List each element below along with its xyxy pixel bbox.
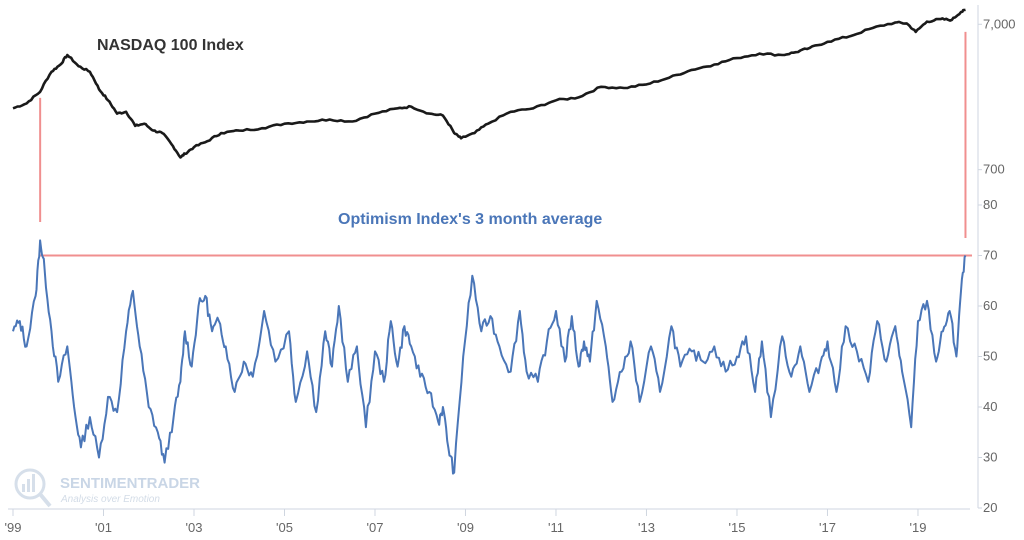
x-tick-label: '99 [5, 520, 22, 535]
x-tick-label: '17 [819, 520, 836, 535]
optimism-y-tick-label: 70 [983, 248, 997, 263]
nasdaq-panel [12, 8, 966, 159]
watermark-brand: SENTIMENTRADER [60, 475, 200, 492]
nasdaq-series-line [12, 8, 966, 159]
x-tick-label: '05 [276, 520, 293, 535]
optimism-series-line [12, 239, 967, 475]
optimism-y-tick-label: 30 [983, 450, 997, 465]
nasdaq-y-tick-label: 7,000 [983, 16, 1016, 31]
optimism-panel [12, 239, 967, 475]
optimism-title: Optimism Index's 3 month average [338, 211, 602, 228]
optimism-y-tick-label: 80 [983, 197, 997, 212]
watermark-tagline: Analysis over Emotion [60, 494, 160, 505]
x-tick-label: '15 [728, 520, 745, 535]
watermark: SENTIMENTRADER Analysis over Emotion [14, 468, 200, 508]
x-tick-label: '19 [909, 520, 926, 535]
x-tick-label: '07 [367, 520, 384, 535]
sentimentrader-logo-icon [14, 468, 52, 508]
optimism-y-tick-label: 60 [983, 298, 997, 313]
x-tick-label: '13 [638, 520, 655, 535]
optimism-y-tick-label: 50 [983, 349, 997, 364]
x-tick-label: '01 [95, 520, 112, 535]
nasdaq-title: NASDAQ 100 Index [97, 37, 244, 54]
marker-lines [39, 31, 972, 257]
x-tick-label: '11 [548, 520, 564, 535]
axes: 700 7,000 20 30 40 50 60 70 80 '99 '01 '03 '05 '07 '09… [5, 5, 1016, 535]
optimism-y-tick-label: 40 [983, 399, 997, 414]
x-tick-label: '09 [457, 520, 474, 535]
x-tick-label: '03 [186, 520, 203, 535]
optimism-y-tick-label: 20 [983, 500, 997, 515]
nasdaq-y-tick-label: 700 [983, 162, 1005, 177]
